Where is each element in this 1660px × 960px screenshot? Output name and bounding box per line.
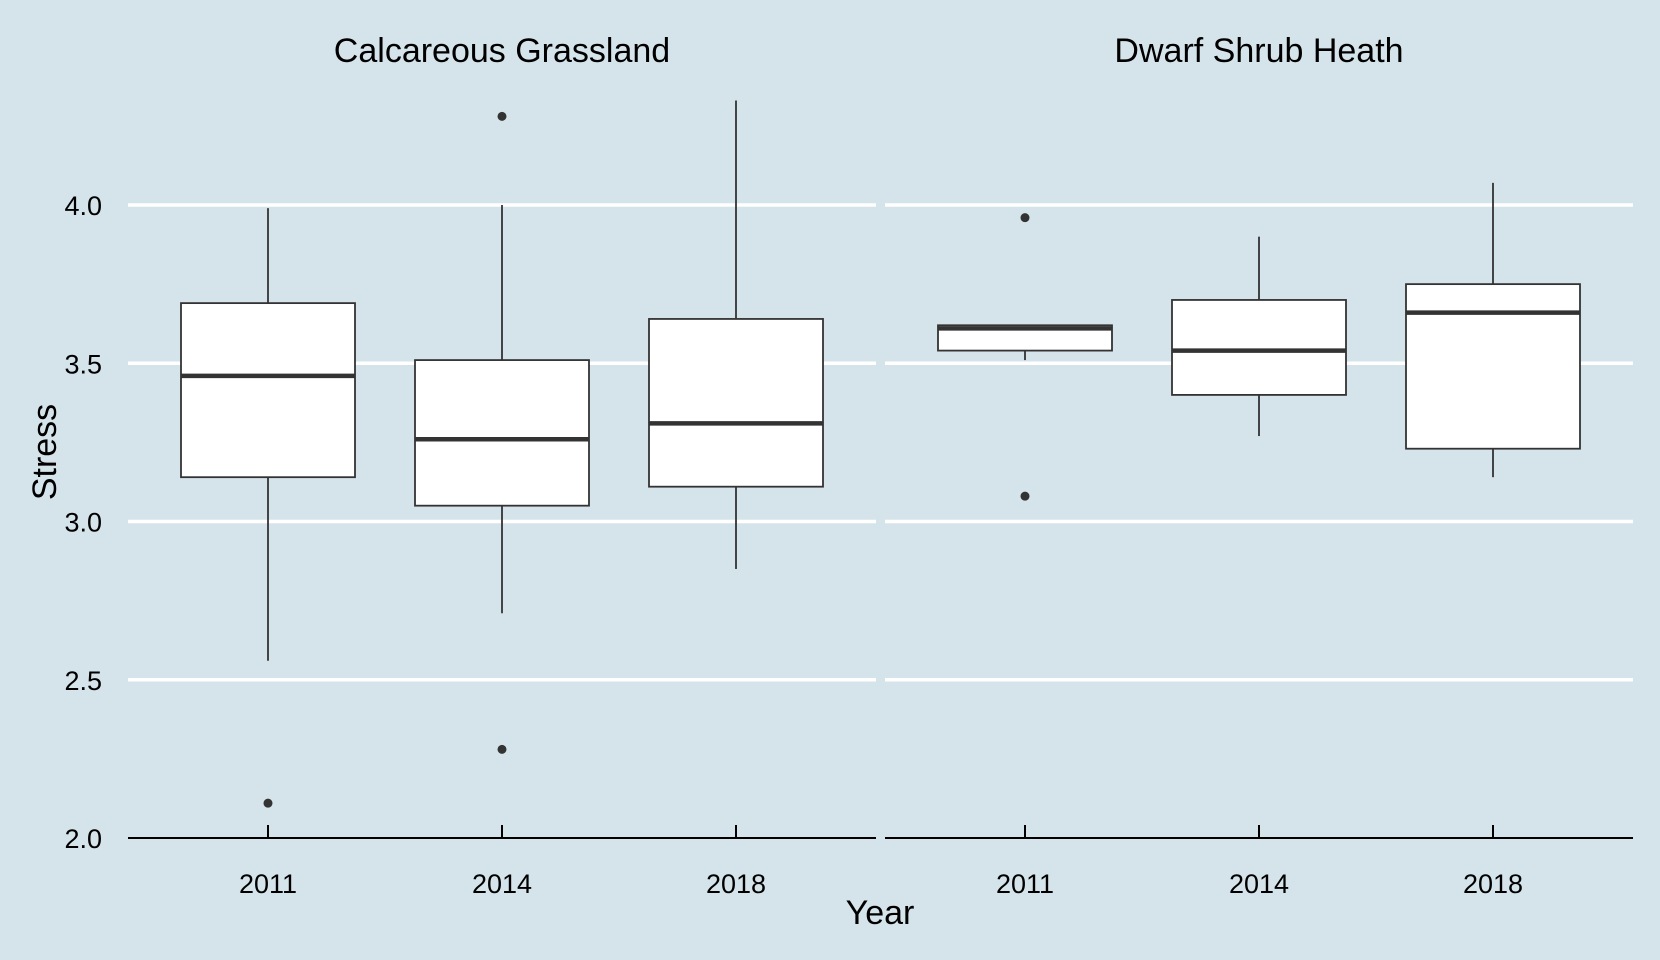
outlier-point (497, 744, 507, 754)
y-tick-label: 2.5 (64, 666, 102, 696)
x-axis-title: Year (846, 894, 915, 932)
x-tick-label: 2014 (472, 869, 532, 899)
iqr-box (1171, 299, 1347, 396)
x-tick-label: 2014 (1229, 869, 1289, 899)
iqr-box (180, 302, 356, 479)
y-tick-label: 3.0 (64, 508, 102, 538)
outlier-point (263, 798, 273, 808)
box-2011: 2011 (937, 213, 1113, 899)
iqr-box (414, 359, 590, 507)
box-2014: 2014 (414, 111, 590, 899)
x-tick-label: 2018 (706, 869, 766, 899)
facet-panel: Calcareous Grassland 2011 2014 2018 (128, 32, 876, 899)
outlier-point (497, 111, 507, 121)
x-tick-label: 2011 (239, 869, 297, 899)
y-axis-title: Stress (26, 404, 64, 500)
x-tick-label: 2018 (1463, 869, 1523, 899)
facet-title: Dwarf Shrub Heath (1114, 32, 1403, 70)
y-tick-labels: 2.0 2.5 3.0 3.5 4.0 (64, 191, 102, 854)
iqr-box (1405, 283, 1581, 450)
y-tick-label: 4.0 (64, 191, 102, 221)
x-tick-label: 2011 (996, 869, 1054, 899)
box-2018: 2018 (648, 100, 824, 899)
iqr-box (648, 318, 824, 488)
box-2014: 2014 (1171, 236, 1347, 899)
facet-title: Calcareous Grassland (334, 32, 670, 70)
facet-panel: Dwarf Shrub Heath 2011 2014 2018 (885, 32, 1633, 899)
y-tick-label: 2.0 (64, 824, 102, 854)
box-2011: 2011 (180, 208, 356, 899)
y-tick-label: 3.5 (64, 349, 102, 379)
outlier-point (1020, 491, 1030, 501)
outlier-point (1020, 213, 1030, 223)
box-2018: 2018 (1405, 182, 1581, 899)
